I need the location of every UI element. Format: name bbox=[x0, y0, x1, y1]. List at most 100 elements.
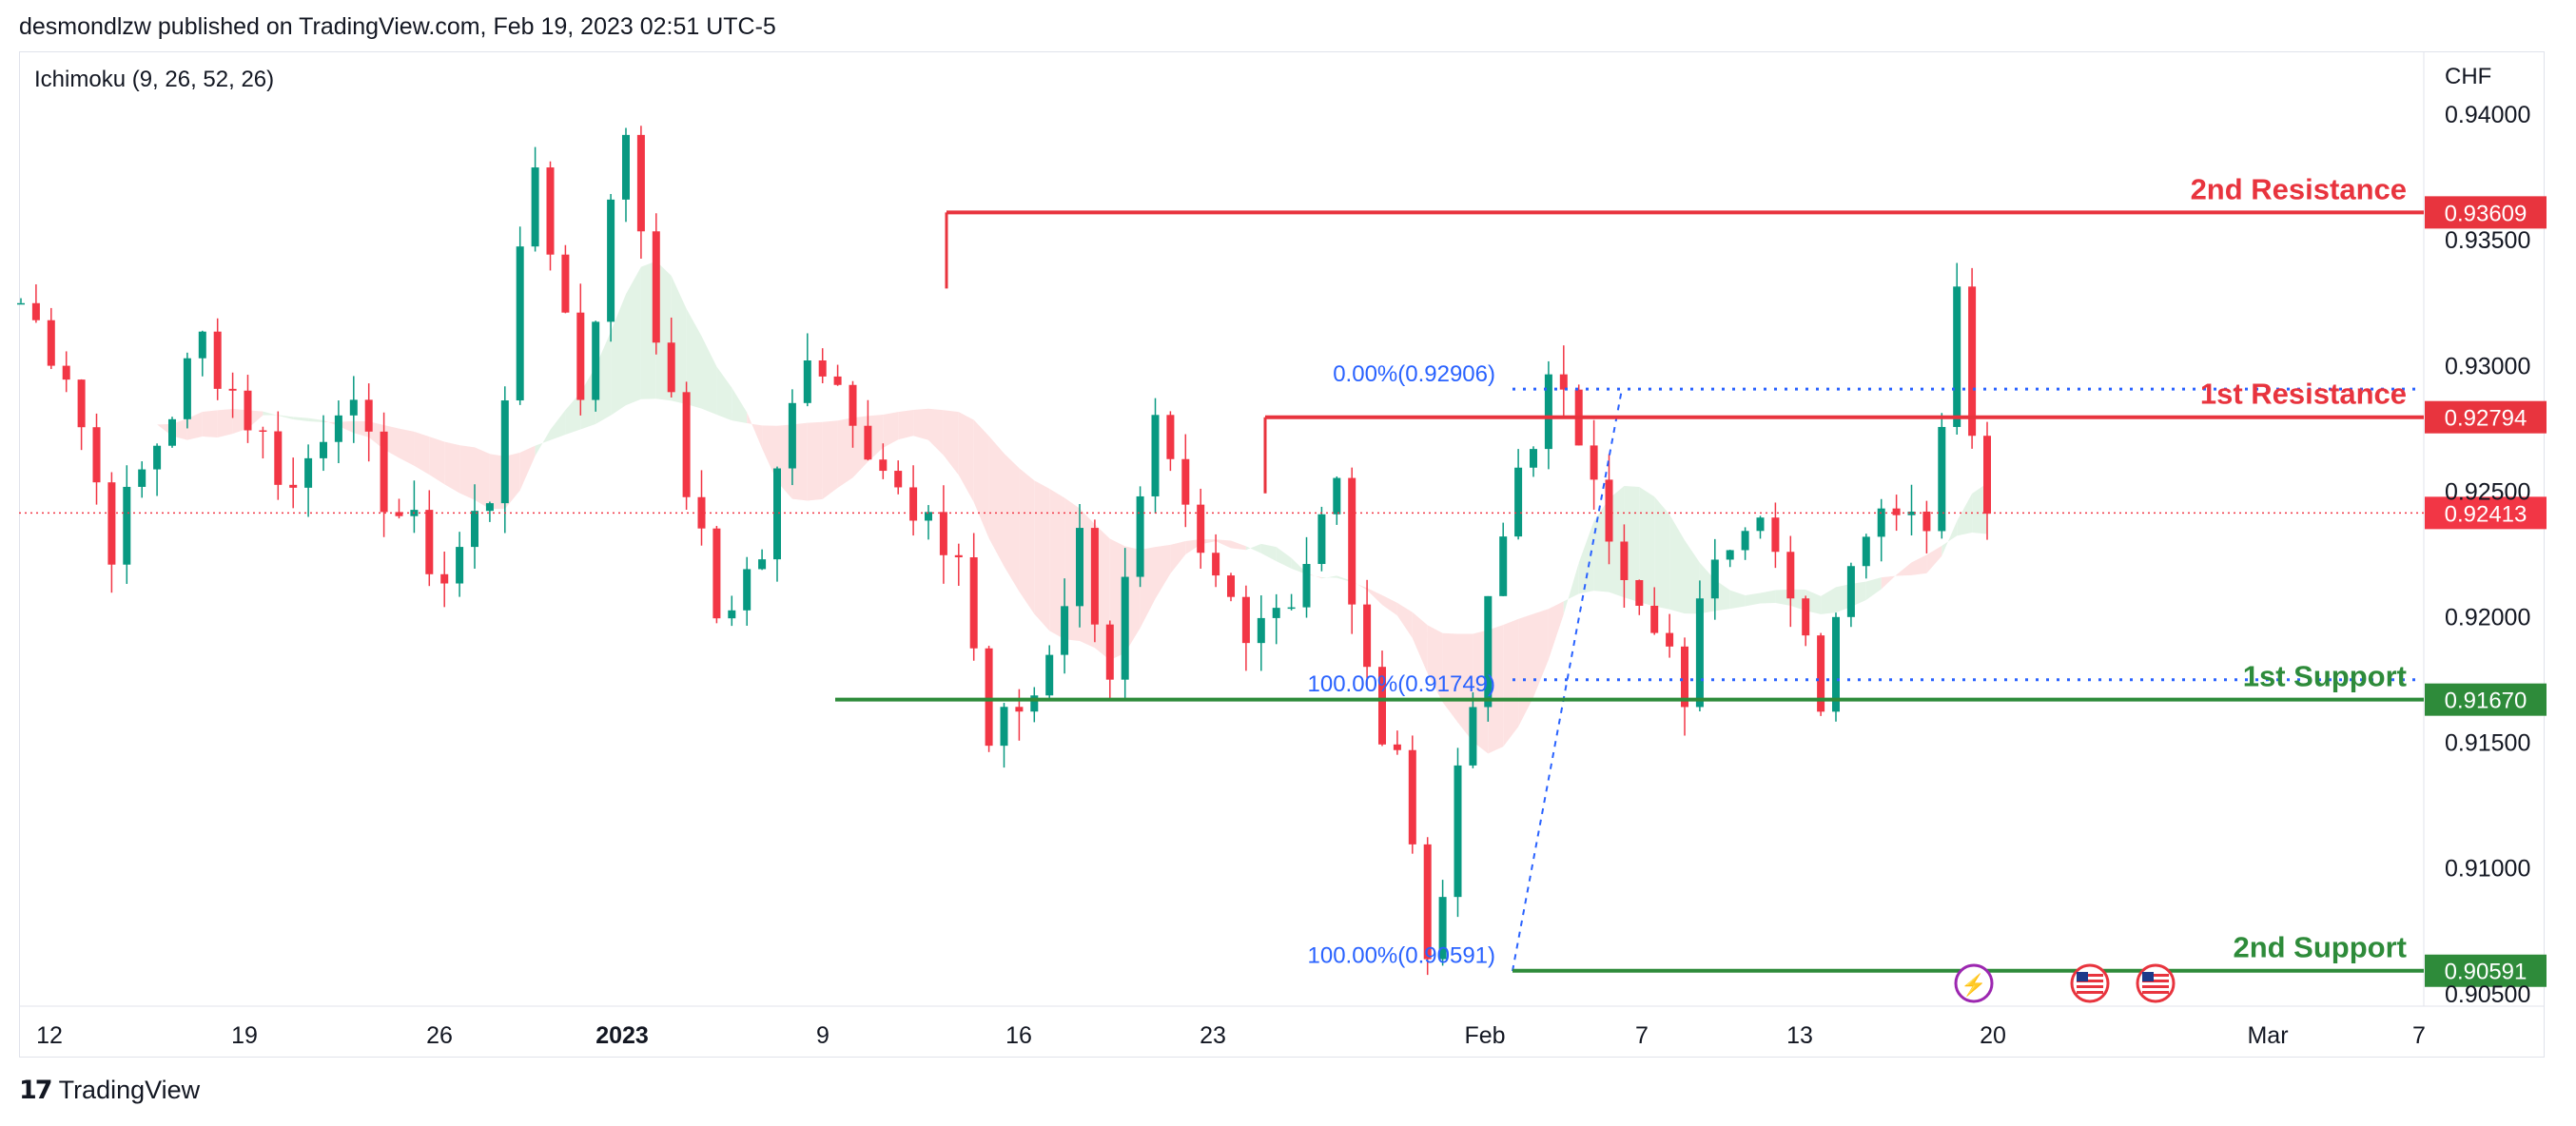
cloud-segment bbox=[475, 447, 490, 510]
candle bbox=[153, 443, 162, 496]
candle bbox=[320, 415, 327, 472]
candle-body bbox=[228, 388, 237, 391]
cloud-segment bbox=[1427, 625, 1443, 703]
candle-body bbox=[1090, 528, 1099, 625]
candle-body bbox=[1514, 467, 1523, 537]
candle bbox=[1181, 434, 1190, 528]
candles bbox=[17, 126, 1991, 976]
candle bbox=[31, 283, 40, 323]
candle bbox=[1045, 645, 1054, 701]
candle-body bbox=[138, 469, 146, 487]
candle bbox=[1650, 587, 1659, 635]
candle bbox=[425, 490, 434, 587]
candle bbox=[334, 400, 342, 464]
candle bbox=[1484, 595, 1493, 722]
candle-body bbox=[31, 302, 40, 320]
cloud-segment bbox=[822, 420, 838, 499]
candle-body bbox=[1968, 286, 1977, 437]
candle-body bbox=[1605, 479, 1613, 542]
level-2nd-support: 2nd Support 0.90591 bbox=[1512, 931, 2547, 987]
candle-body bbox=[471, 511, 478, 548]
candle-body bbox=[1000, 707, 1008, 747]
candle bbox=[531, 146, 539, 252]
candle-body bbox=[1393, 744, 1401, 750]
candle-body bbox=[1197, 504, 1205, 553]
candle-body bbox=[728, 610, 736, 619]
candle bbox=[1530, 446, 1537, 477]
candle-body bbox=[168, 418, 176, 446]
cloud-segment bbox=[1926, 545, 1942, 573]
level-1st-resistance: 1st Resistance 0.92794 bbox=[1263, 378, 2547, 494]
candle bbox=[1438, 880, 1447, 966]
candle bbox=[1061, 578, 1069, 674]
candle bbox=[1695, 580, 1704, 711]
candle bbox=[969, 533, 978, 661]
cloud-segment bbox=[883, 412, 899, 448]
cloud-segment bbox=[1563, 562, 1579, 614]
brand-name: TradingView bbox=[58, 1076, 201, 1104]
candle bbox=[244, 375, 252, 443]
candle-body bbox=[1257, 617, 1265, 644]
candle bbox=[1090, 519, 1099, 643]
cloud-segment bbox=[1382, 594, 1397, 616]
candle-body bbox=[712, 528, 721, 619]
candle bbox=[516, 226, 524, 405]
candle-body bbox=[425, 510, 434, 574]
candle bbox=[954, 543, 963, 587]
x-tick-label: 23 bbox=[1200, 1022, 1226, 1049]
candle-body bbox=[259, 430, 267, 433]
candle bbox=[1907, 484, 1916, 536]
candle-body bbox=[1166, 415, 1175, 459]
candle bbox=[1408, 735, 1416, 854]
cloud-segment bbox=[1155, 544, 1171, 599]
level-label: 1st Resistance bbox=[2200, 378, 2407, 411]
candle bbox=[1197, 488, 1205, 569]
candle bbox=[92, 413, 101, 505]
candle bbox=[1030, 687, 1039, 723]
candle bbox=[1166, 411, 1175, 472]
candle-body bbox=[334, 415, 342, 442]
candle-body bbox=[1484, 595, 1493, 708]
y-tick-label: 0.91500 bbox=[2445, 730, 2530, 757]
candle bbox=[1968, 267, 1977, 449]
candle bbox=[364, 383, 373, 462]
cloud-segment bbox=[1245, 543, 1261, 553]
cloud-segment bbox=[716, 366, 732, 421]
candle-body bbox=[1272, 608, 1280, 618]
cloud-segment bbox=[217, 408, 233, 437]
candle-body bbox=[939, 512, 947, 555]
candle-body bbox=[289, 484, 298, 488]
candle bbox=[1771, 502, 1780, 569]
candle-body bbox=[803, 359, 811, 403]
candle bbox=[894, 460, 903, 495]
fib-0-label: 0.00%(0.92906) bbox=[1333, 361, 1495, 387]
candle-body bbox=[1499, 536, 1508, 596]
candle-body bbox=[1302, 564, 1311, 608]
candle-body bbox=[1559, 374, 1568, 390]
y-tick-label: 0.90500 bbox=[2445, 981, 2530, 1008]
us-flag-event-icon bbox=[2136, 963, 2176, 1003]
candle bbox=[380, 412, 388, 537]
flag-stripe bbox=[2142, 980, 2169, 982]
y-tick-label: 0.92500 bbox=[2445, 478, 2530, 505]
candle bbox=[1469, 691, 1477, 768]
candle-body bbox=[1363, 604, 1372, 668]
cloud-segment bbox=[1412, 612, 1428, 673]
candle-body bbox=[304, 457, 313, 488]
level-price-tag bbox=[2425, 954, 2547, 987]
candle bbox=[17, 298, 25, 305]
candle-body bbox=[622, 134, 630, 200]
candle-body bbox=[1076, 528, 1083, 607]
cloud-segment bbox=[1216, 539, 1231, 549]
candle-body bbox=[1710, 559, 1719, 599]
cloud-segment bbox=[732, 387, 748, 423]
candle bbox=[168, 417, 176, 448]
candle bbox=[183, 352, 191, 429]
candle-body bbox=[1938, 426, 1946, 532]
indicator-label: Ichimoku (9, 26, 52, 26) bbox=[34, 67, 275, 92]
lightning-glyph: ⚡ bbox=[1961, 973, 1986, 998]
candle-body bbox=[909, 487, 918, 521]
flag-stripe bbox=[2077, 985, 2103, 988]
cloud-segment bbox=[142, 421, 158, 425]
